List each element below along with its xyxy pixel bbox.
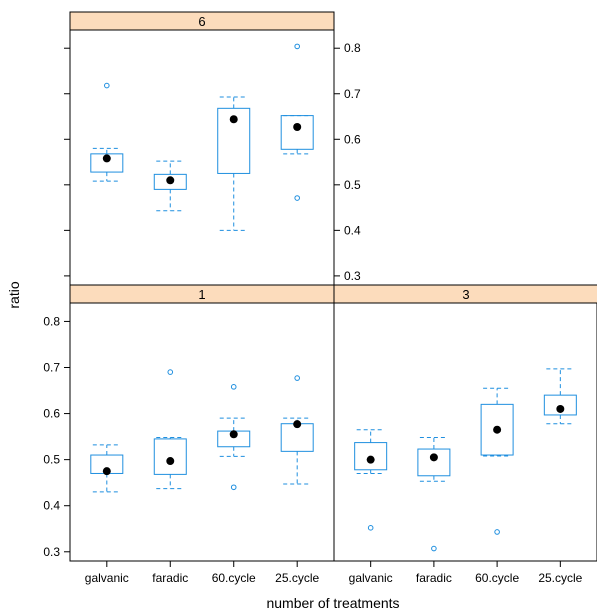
x-tick-label: 60.cycle [212, 571, 256, 585]
strip-label-3: 3 [462, 287, 469, 302]
x-tick-label: 25.cycle [538, 571, 582, 585]
y-tick-label-left: 0.6 [43, 407, 60, 421]
median-dot [293, 123, 301, 131]
y-tick-label-left: 0.8 [43, 314, 60, 328]
x-tick-label: galvanic [349, 571, 393, 585]
box-faradic [154, 370, 186, 489]
y-tick-label-left: 0.3 [43, 545, 60, 559]
box-iqr [418, 449, 450, 476]
box-galvanic [91, 83, 123, 181]
box-25.cycle [544, 369, 576, 424]
outlier-point [295, 44, 300, 49]
box-faradic [154, 161, 186, 211]
median-dot [293, 420, 301, 428]
outlier-point [295, 376, 300, 381]
outlier-point [231, 485, 236, 490]
y-tick-label-right: 0.4 [344, 223, 361, 237]
median-dot [230, 115, 238, 123]
y-axis-right: 0.3 0.4 0.5 0.6 0.7 0.8 [334, 41, 361, 283]
box-galvanic [355, 430, 387, 530]
y-tick-label-right: 0.7 [344, 87, 361, 101]
median-dot [556, 405, 564, 413]
boxes-panel-6 [91, 44, 313, 230]
box-60.cycle [481, 388, 513, 534]
box-60.cycle [218, 385, 250, 490]
x-tick-label: galvanic [85, 571, 129, 585]
y-tick-label-left: 0.4 [43, 499, 60, 513]
x-tick-label: 25.cycle [275, 571, 319, 585]
box-faradic [418, 438, 450, 551]
boxes-panel-1 [91, 370, 313, 492]
box-25.cycle [281, 44, 313, 200]
y-tick-label-right: 0.6 [344, 132, 361, 146]
box-25.cycle [281, 376, 313, 484]
outlier-point [432, 546, 437, 551]
boxes-panel-3 [355, 369, 577, 551]
median-dot [166, 176, 174, 184]
panel-frame-3 [334, 303, 597, 561]
x-axis-bottom: galvanic faradic 60.cycle 25.cycle galvanic f… [85, 561, 583, 585]
y-tick-label-right: 0.3 [344, 269, 361, 283]
median-dot [430, 453, 438, 461]
x-tick-label: faradic [416, 571, 452, 585]
y-tick-label-right: 0.8 [344, 41, 361, 55]
box-60.cycle [218, 97, 250, 230]
y-axis-left: 0.3 0.4 0.5 0.6 0.7 0.8 [43, 48, 70, 559]
outlier-point [368, 526, 373, 531]
y-tick-label-right: 0.5 [344, 178, 361, 192]
panel-1: 1 [70, 285, 334, 561]
strip-label-1: 1 [198, 287, 205, 302]
median-dot [493, 426, 501, 434]
panel-6: 6 [70, 12, 334, 285]
median-dot [103, 154, 111, 162]
outlier-point [495, 530, 500, 535]
x-axis-label: number of treatments [266, 595, 399, 611]
strip-label-6: 6 [198, 14, 205, 29]
median-dot [230, 430, 238, 438]
y-tick-label-left: 0.5 [43, 453, 60, 467]
median-dot [166, 457, 174, 465]
y-tick-label-left: 0.7 [43, 361, 60, 375]
box-iqr [281, 116, 313, 150]
box-iqr [154, 439, 186, 474]
panel-frame-1 [70, 303, 334, 561]
outlier-point [231, 385, 236, 390]
x-tick-label: 60.cycle [475, 571, 519, 585]
outlier-point [295, 196, 300, 201]
outlier-point [168, 370, 173, 375]
median-dot [367, 456, 375, 464]
box-galvanic [91, 445, 123, 492]
y-axis-label: ratio [6, 281, 22, 308]
x-tick-label: faradic [152, 571, 188, 585]
outlier-point [105, 83, 110, 88]
median-dot [103, 467, 111, 475]
panel-3: 3 [334, 285, 597, 561]
